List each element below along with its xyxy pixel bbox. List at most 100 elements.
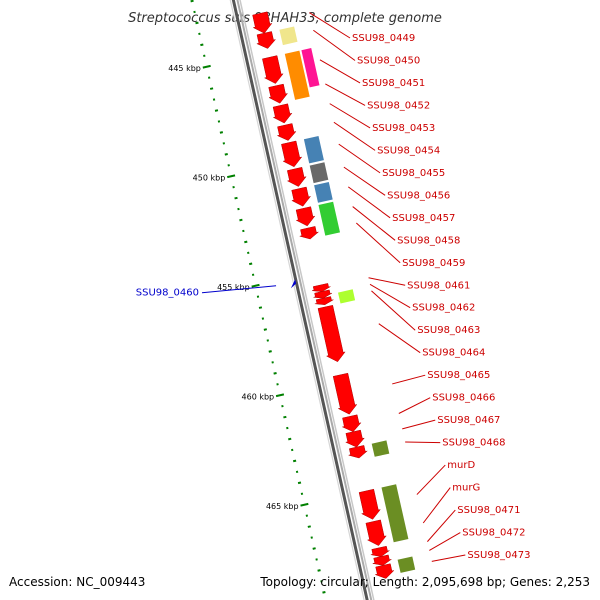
leader-line-ssu98_0459 (355, 222, 401, 264)
leader-line-ssu98_0472 (429, 532, 461, 551)
gene-label-ssu98_0452: SSU98_0452 (367, 100, 430, 111)
gene-arrow-ssu98_0467 (344, 429, 365, 448)
ruler-minor-tick (288, 437, 292, 441)
map-title: Streptococcus suis 98HAH33, complete gen… (128, 11, 442, 26)
feature-block-4 (309, 162, 329, 184)
ruler-minor-tick (249, 262, 253, 266)
leader-line-ssu98_0450 (313, 29, 356, 61)
gene-label-ssu98_0464: SSU98_0464 (422, 348, 485, 359)
kbp-tick-label: 465 kbp (266, 502, 299, 511)
gene-arrow-ssu98_0472 (372, 554, 392, 566)
feature-block-8 (371, 440, 390, 457)
leader-line-ssu98_0466 (398, 397, 431, 414)
gene-arrow-ssu98_0450 (256, 31, 277, 49)
ruler-minor-tick (224, 153, 228, 156)
ruler-minor-tick (214, 109, 219, 112)
gene-arrow-ssu98_0468 (347, 445, 368, 459)
ruler-minor-tick (292, 459, 297, 463)
ruler-minor-tick (190, 0, 194, 3)
gene-arrow-ssu98_0464 (317, 305, 346, 363)
kbp-tick-label: 455 kbp (217, 283, 250, 292)
ruler-minor-tick (317, 569, 321, 572)
feature-block-5 (314, 182, 333, 203)
gene-arrow-ssu98_0463 (314, 296, 334, 305)
gene-arrow-ssu98_0466 (341, 414, 362, 433)
ruler-minor-tick (263, 328, 268, 331)
feature-block-9 (381, 484, 409, 543)
kbp-tick-label: 450 kbp (193, 174, 226, 183)
backbone-line-1 (236, 0, 373, 600)
gene-label-murg: murG (452, 483, 480, 494)
ruler-minor-tick (283, 415, 287, 419)
ruler-major-tick (300, 502, 309, 507)
gene-arrow-ssu98_0458 (295, 206, 316, 227)
gene-label-ssu98_0449: SSU98_0449 (352, 33, 415, 44)
leader-line-ssu98_0464 (378, 323, 421, 354)
ruler-minor-tick (244, 240, 248, 244)
gene-label-ssu98_0450: SSU98_0450 (357, 55, 420, 66)
gene-arrows (252, 11, 395, 579)
gene-label-ssu98_0473: SSU98_0473 (467, 550, 530, 561)
gene-label-ssu98_0453: SSU98_0453 (372, 123, 435, 134)
feature-block-2 (301, 48, 320, 88)
gene-label-ssu98_0467: SSU98_0467 (437, 415, 500, 426)
gene-label-ssu98_0451: SSU98_0451 (362, 78, 425, 89)
ruler-minor-tick (209, 87, 214, 90)
genome-backbone (229, 0, 375, 600)
leader-line-ssu98_0453 (329, 103, 371, 129)
ruler-major-tick (202, 64, 211, 69)
gene-label-ssu98_0456: SSU98_0456 (387, 190, 450, 201)
gene-arrow-ssu98_0452 (268, 83, 289, 104)
gene-arrow-ssu98_0471 (370, 545, 390, 557)
ruler-major-tick (227, 174, 236, 179)
gene-label-ssu98_0455: SSU98_0455 (382, 168, 445, 179)
gene-arrow-ssu98_0451 (262, 55, 284, 84)
leader-line-ssu98_0456 (343, 166, 386, 196)
feature-block-0 (279, 26, 298, 46)
leader-line-ssu98_0461 (368, 277, 406, 286)
gene-arrow-ssu98_0457 (291, 186, 312, 207)
ruler-major-tick (251, 283, 260, 288)
leader-line-ssu98_0454 (333, 121, 376, 151)
ruler-minor-tick (297, 481, 302, 485)
ruler-minor-tick (312, 547, 316, 550)
gene-arrow-ssu98_0465 (332, 372, 358, 415)
gene-label-ssu98_0465: SSU98_0465 (427, 370, 490, 381)
gene-label-ssu98_0458: SSU98_0458 (397, 235, 460, 246)
gene-label-ssu98_0457: SSU98_0457 (392, 213, 455, 224)
leader-line-ssu98_0452 (325, 83, 366, 106)
leader-line-ssu98_0468 (405, 441, 441, 444)
gene-label-ssu98_0459: SSU98_0459 (402, 258, 465, 269)
gene-label-ssu98_0462: SSU98_0462 (412, 303, 475, 314)
feature-block-6 (318, 201, 340, 236)
backbone-line-2 (239, 0, 375, 600)
leader-line-ssu98_0473 (431, 554, 466, 562)
gene-label-ssu98_0454: SSU98_0454 (377, 145, 440, 156)
gene-arrow-ssu98_0453 (272, 103, 293, 124)
leader-line-ssu98_0458 (352, 206, 396, 241)
gene-label-ssu98_0471: SSU98_0471 (457, 505, 520, 516)
gene-arrow-ssu98_0449 (252, 11, 273, 34)
ruler-major-tick (275, 393, 285, 398)
ruler-minor-tick (200, 43, 204, 47)
gene-label-ssu98_0472: SSU98_0472 (462, 528, 525, 539)
gene-arrow-ssu98_0456 (286, 167, 307, 187)
gene-label-ssu98_0460: SSU98_0460 (136, 288, 199, 299)
gene-arrow-ssu98_0454 (276, 123, 297, 141)
leader-line-ssu98_0462 (369, 283, 411, 309)
leader-line-ssu98_0455 (338, 143, 381, 174)
leader-line-ssu98_0463 (371, 290, 416, 331)
gene-arrow-murg (365, 519, 387, 546)
gene-arrow-murd (358, 488, 381, 520)
accession-text: Accession: NC_009443 (9, 575, 146, 589)
gene-label-ssu98_0466: SSU98_0466 (432, 393, 495, 404)
gene-arrow-ssu98_0462 (313, 289, 333, 299)
ruler-minor-tick (322, 591, 326, 594)
kbp-tick-label: 445 kbp (168, 64, 201, 73)
leader-line-ssu98_0460 (201, 285, 277, 294)
gene-label-ssu98_0468: SSU98_0468 (442, 438, 505, 449)
gene-arrow-ssu98_0461 (311, 283, 331, 292)
gene-label-murd: murD (447, 460, 475, 471)
feature-block-10 (397, 556, 416, 573)
